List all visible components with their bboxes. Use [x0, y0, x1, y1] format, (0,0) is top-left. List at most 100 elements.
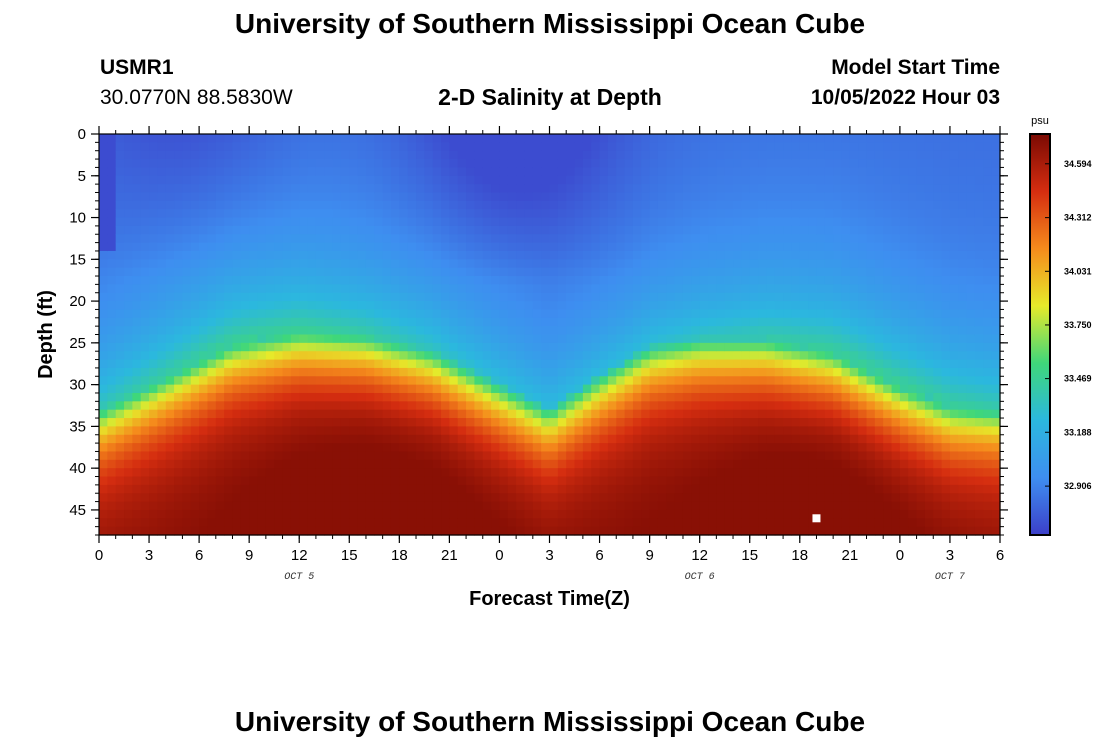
heatmap-cell: [165, 292, 175, 302]
heatmap-cell: [616, 392, 626, 402]
heatmap-cell: [941, 493, 951, 503]
heatmap-cell: [124, 334, 133, 344]
heatmap-cell: [432, 409, 442, 419]
heatmap-cell: [566, 309, 576, 319]
heatmap-cell: [299, 518, 309, 528]
heatmap-cell: [808, 301, 818, 311]
heatmap-cell: [541, 459, 551, 469]
heatmap-cell: [724, 167, 734, 177]
heatmap-cell: [641, 426, 651, 436]
heatmap-cell: [240, 284, 250, 294]
heatmap-cell: [716, 367, 726, 377]
heatmap-cell: [432, 459, 442, 469]
heatmap-cell: [157, 501, 167, 511]
heatmap-cell: [616, 334, 626, 344]
heatmap-cell: [274, 434, 284, 444]
heatmap-cell: [833, 384, 843, 394]
heatmap-cell: [749, 225, 759, 235]
heatmap-cell: [774, 326, 784, 336]
heatmap-cell: [866, 509, 876, 519]
heatmap-cell: [908, 259, 918, 269]
heatmap-cell: [524, 309, 534, 319]
heatmap-cell: [591, 284, 601, 294]
heatmap-cell: [232, 175, 242, 185]
heatmap-cell: [599, 376, 609, 386]
heatmap-cell: [874, 351, 884, 361]
heatmap-cell: [232, 276, 242, 285]
heatmap-cell: [132, 359, 142, 369]
heatmap-cell: [432, 501, 442, 511]
heatmap-cell: [507, 434, 517, 444]
heatmap-cell: [749, 292, 759, 302]
heatmap-cell: [816, 284, 826, 294]
heatmap-cell: [424, 476, 434, 486]
heatmap-cell: [374, 392, 384, 402]
heatmap-cell: [449, 134, 459, 143]
heatmap-cell: [641, 326, 651, 336]
heatmap-cell: [357, 150, 367, 160]
heatmap-cell: [482, 526, 492, 536]
heatmap-cell: [958, 175, 968, 185]
heatmap-cell: [207, 175, 217, 185]
heatmap-cell: [290, 376, 300, 386]
heatmap-cell: [482, 409, 492, 419]
heatmap-cell: [432, 134, 442, 143]
heatmap-cell: [124, 367, 133, 377]
heatmap-cell: [933, 384, 943, 394]
heatmap-cell: [507, 509, 517, 519]
heatmap-cell: [441, 292, 450, 302]
heatmap-cell: [758, 200, 767, 210]
heatmap-cell: [182, 225, 192, 235]
heatmap-cell: [390, 317, 400, 327]
heatmap-cell: [591, 418, 601, 427]
heatmap-cell: [257, 451, 267, 461]
heatmap-cell: [424, 234, 434, 244]
heatmap-cell: [199, 267, 209, 277]
heatmap-cell: [874, 468, 884, 478]
heatmap-cell: [607, 209, 617, 219]
heatmap-cell: [599, 301, 609, 311]
heatmap-cell: [207, 209, 217, 219]
heatmap-cell: [783, 175, 793, 185]
heatmap-cell: [224, 484, 234, 494]
heatmap-cell: [432, 175, 442, 185]
heatmap-cell: [574, 159, 584, 169]
heatmap-cell: [532, 134, 542, 143]
heatmap-cell: [866, 134, 876, 143]
heatmap-cell: [99, 426, 108, 436]
heatmap-cell: [674, 418, 684, 427]
heatmap-cell: [708, 209, 717, 219]
heatmap-cell: [124, 184, 133, 194]
heatmap-cell: [399, 276, 409, 285]
heatmap-cell: [257, 443, 267, 453]
heatmap-cell: [482, 376, 492, 386]
heatmap-cell: [224, 167, 234, 177]
heatmap-cell: [516, 209, 526, 219]
heatmap-cell: [149, 484, 158, 494]
heatmap-cell: [741, 301, 751, 311]
heatmap-cell: [182, 167, 192, 177]
heatmap-cell: [691, 493, 701, 503]
heatmap-cell: [591, 142, 601, 152]
heatmap-cell: [582, 493, 592, 503]
heatmap-cell: [749, 351, 759, 361]
heatmap-cell: [524, 259, 534, 269]
heatmap-cell: [124, 150, 133, 160]
heatmap-cell: [507, 309, 517, 319]
heatmap-cell: [140, 242, 150, 252]
heatmap-cell: [716, 200, 726, 210]
heatmap-cell: [649, 225, 659, 235]
heatmap-cell: [407, 434, 417, 444]
heatmap-cell: [949, 443, 959, 453]
heatmap-cell: [816, 451, 826, 461]
heatmap-cell: [499, 192, 509, 202]
heatmap-cell: [315, 526, 325, 536]
heatmap-cell: [933, 334, 943, 344]
heatmap-cell: [165, 267, 175, 277]
heatmap-cell: [716, 301, 726, 311]
heatmap-cell: [557, 409, 567, 419]
heatmap-cell: [791, 351, 801, 361]
heatmap-cell: [332, 150, 342, 160]
heatmap-cell: [190, 493, 200, 503]
heatmap-cell: [349, 426, 359, 436]
